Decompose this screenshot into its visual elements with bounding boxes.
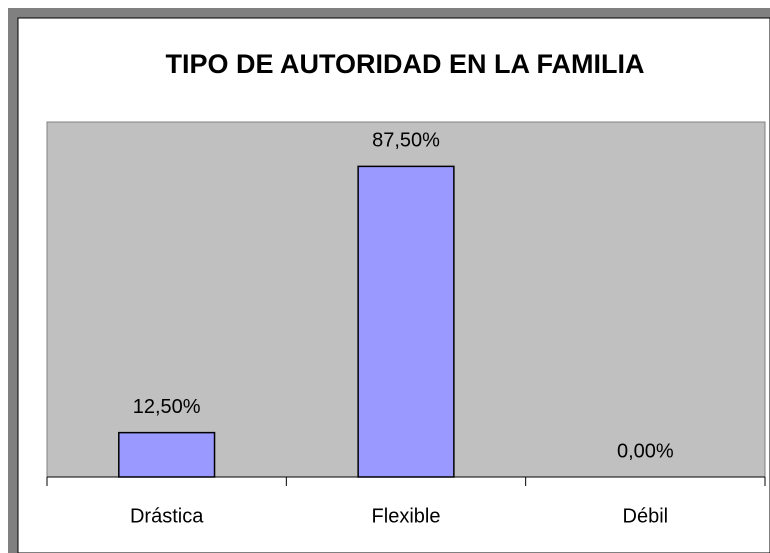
bar <box>118 431 216 478</box>
x-tick-label: Débil <box>623 505 669 527</box>
chart-title: TIPO DE AUTORIDAD EN LA FAMILIA <box>166 49 645 79</box>
data-label: 87,50% <box>372 130 440 152</box>
data-label: 12,50% <box>133 396 201 418</box>
x-tick-label: Flexible <box>372 505 441 527</box>
data-label: 0,00% <box>617 440 674 462</box>
x-tick-label: Drástica <box>130 505 204 527</box>
bar <box>357 165 455 478</box>
